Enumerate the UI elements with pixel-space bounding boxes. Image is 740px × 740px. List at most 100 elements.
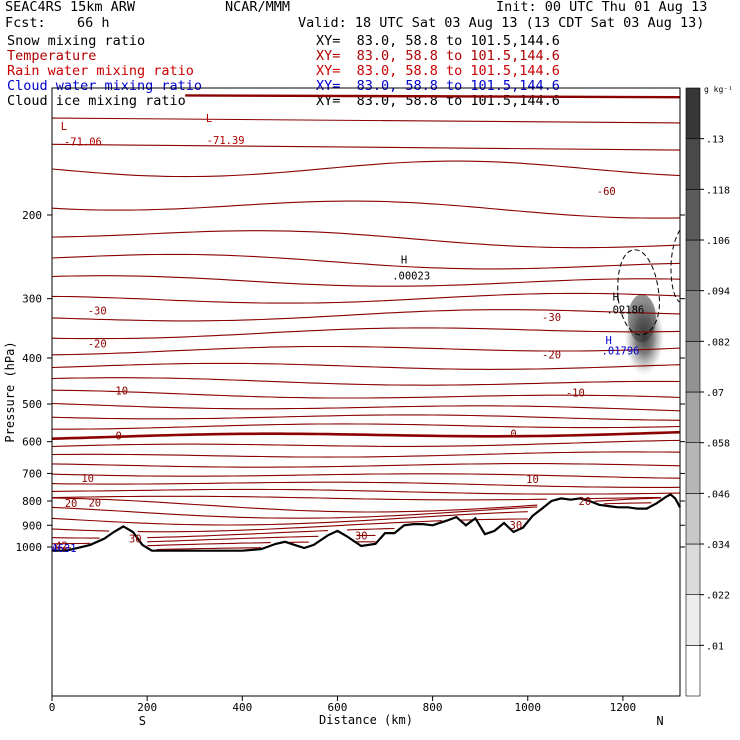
valid-time: Valid: 18 UTC Sat 03 Aug 13 (13 CDT Sat … [298, 15, 705, 31]
isotherm-label: 10 [81, 473, 94, 485]
y-tick-label: 1000 [16, 541, 43, 554]
colorbar-swatch [685, 493, 701, 545]
extremum-label: .01796 [602, 346, 640, 358]
isotherm-label: 20 [65, 498, 78, 510]
extremum-label: L [206, 113, 212, 125]
isotherm-line [51, 377, 681, 386]
init-time: Init: 00 UTC Thu 01 Aug 13 [496, 0, 708, 15]
colorbar-swatch [685, 239, 701, 291]
isotherm-line [52, 528, 518, 539]
y-tick-label: 500 [22, 398, 42, 411]
field-xy: XY= 83.0, 58.8 to 101.5,144.6 [316, 48, 560, 64]
isotherm-line [51, 230, 681, 249]
snow-mixing-ratio-contour [617, 229, 681, 336]
field-name: Cloud ice mixing ratio [7, 93, 186, 109]
isotherm-label: -20 [88, 339, 107, 351]
isotherm-line [51, 402, 681, 412]
colorbar-label: .118 [706, 185, 730, 196]
snow-contour-line [670, 229, 681, 303]
isotherm-label: -10 [566, 388, 585, 400]
extremum-label: L [61, 121, 67, 133]
isotherm-label: 30 [510, 520, 523, 532]
colorbar-label: .07 [706, 388, 724, 399]
y-tick-label: 800 [22, 495, 42, 508]
isotherm-label: -60 [597, 186, 616, 198]
isotherm-line [51, 292, 681, 304]
colorbar-swatch [685, 87, 701, 139]
isotherm-line [51, 143, 681, 151]
isotherm-line [51, 488, 681, 495]
isotherm-line [51, 117, 681, 124]
colorbar-swatch [685, 290, 701, 342]
isotherm-line [51, 327, 681, 340]
isotherm-line [51, 414, 681, 421]
forecast-hour: 66 h [77, 15, 110, 31]
isotherm-line [51, 534, 376, 545]
colorbar-label: .094 [706, 287, 730, 298]
colorbar-label: .046 [706, 489, 730, 500]
extremum-label: .02186 [606, 304, 644, 316]
isotherm-label: 30 [355, 530, 368, 542]
colorbar-swatch [685, 594, 701, 646]
cloud-ice-peak [627, 294, 656, 343]
extremum-label: H [613, 292, 619, 304]
cloud-ice-shading [624, 294, 665, 377]
terrain-profile [52, 493, 681, 552]
extremum-label: .00023 [392, 270, 430, 282]
isotherm-label: 20 [88, 497, 101, 509]
colorbar-swatch [685, 341, 701, 393]
y-tick-label: 200 [22, 209, 42, 222]
isotherm-label: -30 [88, 306, 107, 318]
isotherm-label: -10 [109, 385, 128, 397]
model-title: SEAC4RS 15km ARW [5, 0, 136, 15]
center-name: NCAR/MMM [225, 0, 291, 15]
y-tick-label: 600 [22, 436, 42, 449]
isotherm-line [156, 547, 262, 551]
isotherm-label: 30 [129, 534, 142, 546]
isotherm-label: 0 [115, 430, 121, 442]
x-tick-label: 200 [137, 701, 157, 714]
field-xy: XY= 83.0, 58.8 to 101.5,144.6 [316, 33, 560, 49]
isotherm-label: -20 [542, 349, 561, 361]
field-xy: XY= 83.0, 58.8 to 101.5,144.6 [316, 78, 560, 94]
isotherm-line [185, 94, 681, 99]
y-tick-label: 300 [22, 293, 42, 306]
south-label: S [139, 714, 146, 728]
isotherm-line [51, 451, 681, 458]
field-name: Snow mixing ratio [7, 33, 146, 49]
extremum-label: 4631 [51, 543, 76, 555]
isotherm-line [51, 309, 681, 322]
colorbar-swatch [685, 138, 701, 190]
extremum-label: -71.06 [64, 136, 102, 148]
north-label: N [656, 714, 663, 728]
x-tick-label: 1000 [515, 701, 542, 714]
snow-contour-line [617, 249, 660, 336]
y-tick-label: 700 [22, 467, 42, 480]
y-tick-label: 400 [22, 352, 42, 365]
isotherm-line [51, 389, 681, 399]
isotherm-line [52, 423, 681, 430]
field-xy: XY= 83.0, 58.8 to 101.5,144.6 [316, 63, 560, 79]
colorbar-swatch [685, 442, 701, 494]
isotherm-line [51, 473, 681, 479]
colorbar-swatch [685, 645, 701, 697]
field-name: Cloud water mixing ratio [7, 78, 203, 94]
temperature-isotherms [51, 94, 681, 551]
extremum-label: H [401, 254, 407, 266]
colorbar-swatch [685, 189, 701, 241]
x-tick-label: 1200 [610, 701, 637, 714]
x-tick-label: 800 [423, 701, 443, 714]
isotherm-label: -30 [542, 312, 561, 324]
isotherm-line [51, 481, 681, 488]
isotherm-line [51, 430, 681, 440]
field-name: Rain water mixing ratio [7, 63, 194, 79]
isotherm-line [51, 345, 681, 356]
isotherm-label: 20 [579, 496, 592, 508]
isotherm-label: 10 [526, 474, 539, 486]
isotherm-line [51, 160, 681, 178]
colorbar-label: .106 [706, 236, 730, 247]
colorbar-swatch [685, 543, 701, 595]
isotherm-line [51, 463, 681, 468]
